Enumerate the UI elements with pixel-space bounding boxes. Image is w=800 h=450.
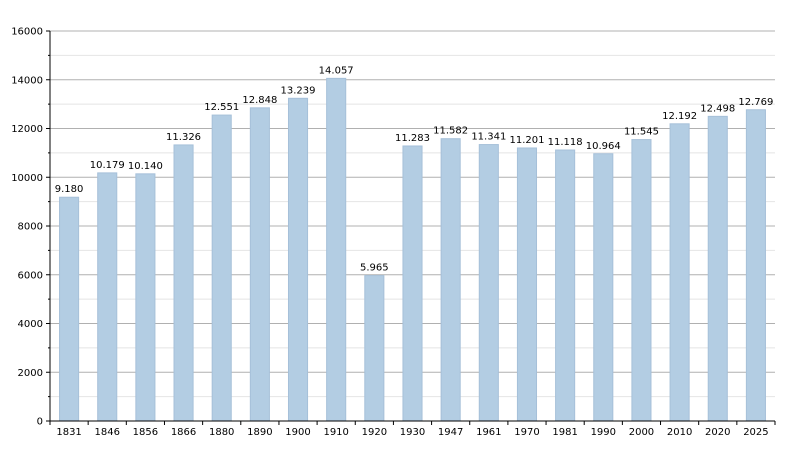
data-label: 11.545 [624, 127, 659, 138]
x-tick-label: 2020 [705, 427, 730, 438]
bar-1900 [287, 97, 309, 422]
data-label: 5.965 [360, 263, 389, 274]
bar-1930 [402, 145, 423, 422]
data-label: 12.769 [738, 97, 773, 108]
x-tick-label: 1910 [323, 427, 348, 438]
bar-1990 [593, 153, 614, 422]
x-tick-label: 1831 [56, 427, 81, 438]
x-tick-label: 1900 [285, 427, 310, 438]
x-tick-label: 2010 [667, 427, 692, 438]
y-tick-label: 8000 [18, 222, 43, 233]
bar-1920 [364, 275, 385, 422]
data-label: 11.118 [548, 137, 583, 148]
x-tick-label: 1930 [400, 427, 425, 438]
y-tick-label: 4000 [18, 319, 43, 330]
data-label: 10.179 [90, 160, 125, 171]
data-label: 12.551 [204, 102, 239, 113]
data-label: 13.239 [281, 85, 316, 96]
x-tick-label: 1970 [514, 427, 539, 438]
bars [59, 77, 766, 422]
data-label: 10.140 [128, 161, 163, 172]
data-label: 9.180 [55, 184, 84, 195]
y-tick-label: 2000 [18, 368, 43, 379]
y-tick-label: 0 [37, 417, 43, 428]
bar-1831 [59, 196, 80, 422]
data-label: 11.326 [166, 132, 201, 143]
x-tick-label: 2025 [743, 427, 768, 438]
x-tick-label: 1880 [209, 427, 234, 438]
x-tick-label: 1846 [95, 427, 120, 438]
bar-1856 [135, 173, 156, 422]
y-tick-label: 16000 [11, 27, 43, 38]
data-label: 12.192 [662, 111, 697, 122]
data-label: 14.057 [319, 65, 354, 76]
bar-2025 [745, 109, 766, 422]
x-tick-label: 1961 [476, 427, 501, 438]
x-tick-label: 1866 [171, 427, 196, 438]
bar-1880 [211, 114, 232, 422]
bar-1981 [555, 149, 576, 422]
bar-1866 [173, 144, 194, 422]
bar-1970 [516, 147, 538, 422]
data-label: 12.498 [700, 103, 735, 114]
x-tick-label: 1856 [133, 427, 158, 438]
y-tick-label: 10000 [11, 173, 43, 184]
data-label: 11.582 [433, 126, 468, 137]
x-tick-label: 1920 [362, 427, 387, 438]
y-tick-label: 12000 [11, 124, 43, 135]
data-label: 10.964 [586, 141, 621, 152]
data-label: 11.283 [395, 133, 430, 144]
bar-1890 [249, 107, 270, 422]
bar-1846 [97, 172, 118, 422]
data-label: 11.201 [509, 135, 544, 146]
x-tick-label: 1990 [591, 427, 616, 438]
bar-2000 [631, 139, 652, 422]
x-tick-label: 1947 [438, 427, 463, 438]
x-tick-label: 1981 [552, 427, 577, 438]
y-tick-label: 6000 [18, 270, 43, 281]
data-label: 11.341 [471, 132, 506, 143]
bar-2020 [707, 115, 728, 422]
x-tick-label: 1890 [247, 427, 272, 438]
bar-1910 [326, 77, 347, 422]
bar-1947 [440, 138, 461, 422]
y-tick-label: 14000 [11, 75, 43, 86]
data-label: 12.848 [242, 95, 277, 106]
bar-1961 [478, 144, 499, 422]
x-tick-label: 2000 [629, 427, 654, 438]
bar-2010 [669, 123, 690, 422]
axes: 0 2000 4000 6000 8000 10000 12000 14000 16000 183… [11, 27, 776, 438]
